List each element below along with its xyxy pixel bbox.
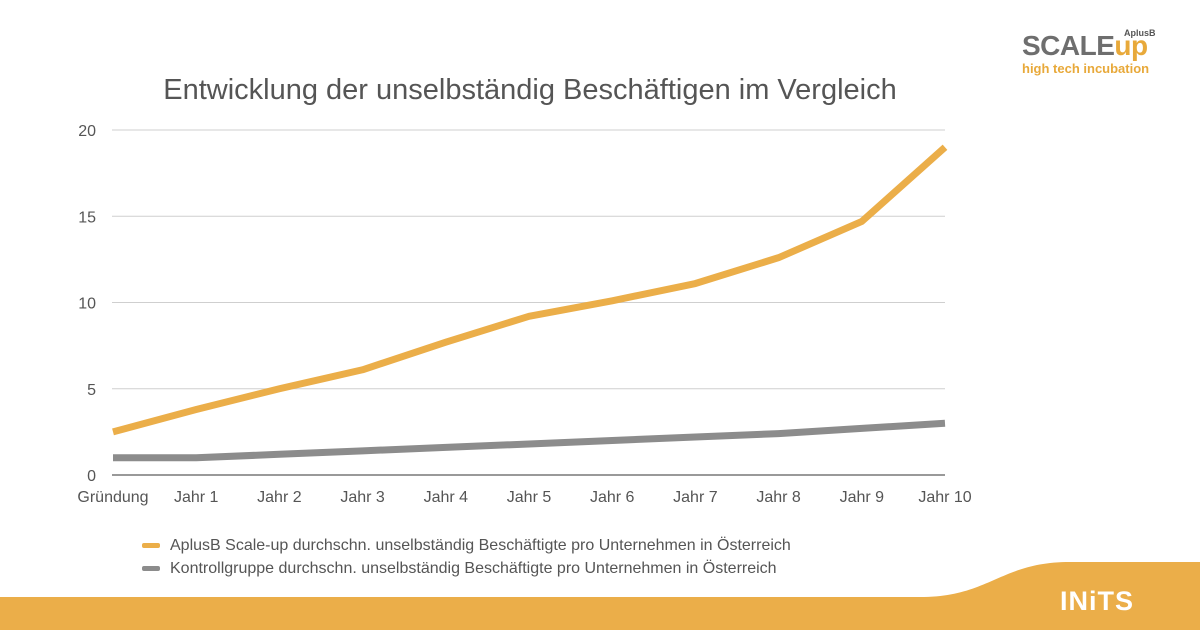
y-tick-label: 0 [87, 468, 96, 485]
y-tick-label: 5 [87, 382, 96, 399]
y-tick-label: 10 [78, 296, 96, 313]
inits-logo: INiTS [1060, 586, 1135, 616]
x-tick-label: Jahr 1 [174, 489, 219, 506]
x-tick-label: Jahr 8 [756, 489, 801, 506]
footer-wave-decoration [0, 562, 1200, 630]
legend-label-series-1: AplusB Scale-up durchschn. unselbständig… [170, 536, 791, 554]
x-tick-label: Jahr 2 [257, 489, 302, 506]
chart-legend: AplusB Scale-up durchschn. unselbständig… [142, 534, 791, 580]
x-tick-label: Jahr 10 [918, 489, 971, 506]
x-tick-label: Jahr 3 [340, 489, 385, 506]
x-tick-label: Jahr 9 [840, 489, 885, 506]
scaleup-logo-badge: AplusB [1124, 28, 1156, 38]
chart-title: Entwicklung der unselbständig Beschäftig… [163, 74, 897, 106]
x-tick-label: Jahr 5 [507, 489, 552, 506]
legend-swatch-series-1 [142, 543, 160, 548]
scaleup-logo: SCALEup AplusB high tech incubation [1018, 28, 1168, 80]
legend-swatch-series-2 [142, 566, 160, 571]
y-tick-label: 15 [78, 209, 96, 226]
scaleup-logo-tagline: high tech incubation [1022, 61, 1150, 76]
x-tick-label: Jahr 6 [590, 489, 635, 506]
legend-item-series-2: Kontrollgruppe durchschn. unselbständig … [142, 557, 791, 580]
series-line-1 [112, 144, 948, 436]
x-tick-label: Jahr 4 [424, 489, 469, 506]
y-tick-label: 20 [78, 123, 96, 140]
x-tick-label: Gründung [77, 489, 148, 506]
x-tick-label: Jahr 7 [673, 489, 718, 506]
scaleup-logo-wordmark: SCALEup [1022, 30, 1148, 61]
series-line-2 [113, 419, 946, 462]
legend-label-series-2: Kontrollgruppe durchschn. unselbständig … [170, 559, 777, 577]
legend-item-series-1: AplusB Scale-up durchschn. unselbständig… [142, 534, 791, 557]
line-chart: 0 5 10 15 20 Gründung Jahr 1 Jahr 2 Jahr 3 Jahr 4… [77, 123, 971, 506]
